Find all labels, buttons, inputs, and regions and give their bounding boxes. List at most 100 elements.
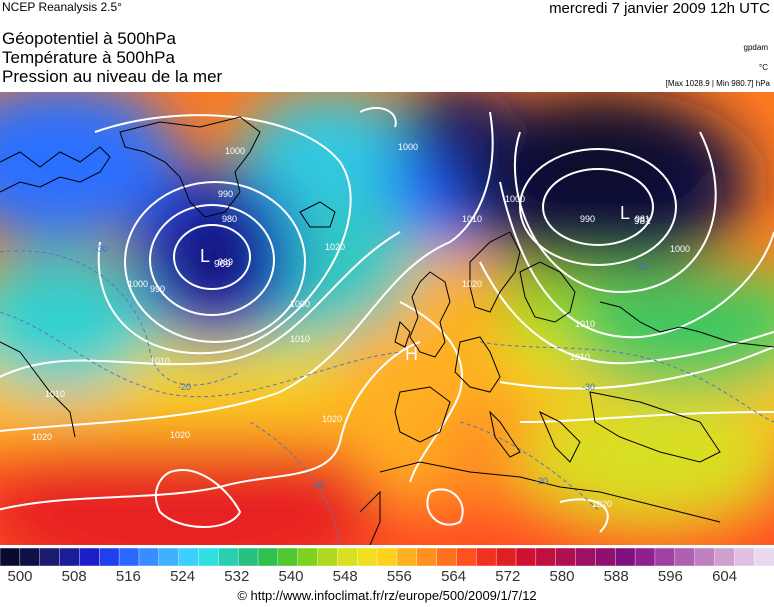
isobar-label: 990 (150, 284, 165, 294)
colorbar-cell (595, 548, 616, 566)
colorbar-cell (118, 548, 140, 566)
isotherms (0, 250, 774, 545)
isobar-label: 1020 (592, 499, 612, 509)
colorbar-cell (337, 548, 358, 566)
colorbar-cell (694, 548, 716, 566)
colorbar-cell (515, 548, 537, 566)
isobar-label: 1010 (45, 389, 65, 399)
colorbar-tick-label: 556 (386, 568, 412, 585)
colorbar-tick-label: 524 (170, 568, 196, 585)
isobar-label: 1010 (150, 356, 170, 366)
colorbar-cell (396, 548, 418, 566)
isobar-label: 1010 (575, 319, 595, 329)
isobar-label: 1020 (170, 430, 190, 440)
colorbar-tick-label: 532 (224, 568, 250, 585)
isobar-label: 1020 (462, 279, 482, 289)
colorbar-cell (138, 548, 160, 566)
colorbar-cell (495, 548, 517, 566)
colorbar-cell (634, 548, 656, 566)
colorbar-cell (575, 548, 597, 566)
map-title: Géopotentiel à 500hPa Température à 500h… (2, 30, 222, 87)
isobar-label: 1010 (462, 214, 482, 224)
isobar-label: 980 (222, 214, 237, 224)
low-value: 969 (214, 259, 231, 270)
isobar-label: 1010 (290, 334, 310, 344)
colorbar-cell (218, 548, 239, 566)
credit-url: © http://www.infoclimat.fr/rz/europe/500… (237, 588, 537, 603)
colorbar-cell (654, 548, 676, 566)
colorbar-tick-label: 580 (549, 568, 575, 585)
geopotential-field (0, 92, 774, 545)
source-label: NCEP Reanalysis 2.5° (2, 0, 122, 14)
isotherm-label: -20 (312, 480, 325, 490)
colorbar-cell (158, 548, 180, 566)
isobar-label: 1000 (505, 194, 525, 204)
colorbar-cell (753, 548, 774, 566)
title-line-geopotential: Géopotentiel à 500hPa (2, 29, 176, 48)
colorbar-tick-label: 604 (712, 568, 738, 585)
isobar-labels: 1000 990 980 969 1000 990 1000 1010 1020… (32, 142, 690, 509)
unit-temperature: °C (759, 63, 768, 72)
colorbar (0, 548, 774, 566)
isotherm-label: -20 (535, 476, 548, 486)
weather-map: 1000 990 980 969 1000 990 1000 1010 1020… (0, 92, 774, 545)
colorbar-cell (277, 548, 299, 566)
low-symbol: L (620, 203, 630, 223)
colorbar-cell (674, 548, 696, 566)
title-line-pressure: Pression au niveau de la mer (2, 67, 223, 86)
colorbar-cell (376, 548, 398, 566)
high-symbol: H (405, 344, 418, 364)
isobar-label: 1000 (290, 299, 310, 309)
low-symbol: L (200, 246, 210, 266)
colorbar-cell (178, 548, 200, 566)
colorbar-tick-label: 564 (441, 568, 467, 585)
colorbar-tick-label: 588 (603, 568, 629, 585)
colorbar-tick-label: 540 (278, 568, 304, 585)
colorbar-cell (59, 548, 81, 566)
colorbar-ticks: 500 508 516 524 532 540 548 556 564 572 580 588 596 6… (0, 568, 774, 586)
pressure-centers: L 969 L 981 H (200, 203, 651, 364)
colorbar-cell (555, 548, 577, 566)
colorbar-cell (198, 548, 220, 566)
isobar-label: 1000 (398, 142, 418, 152)
isobar-label: 1020 (322, 414, 342, 424)
colorbar-cell (237, 548, 259, 566)
isobar-label: 1010 (570, 352, 590, 362)
isotherm-labels: -30 -20 -30 -20 -30 -20 (95, 244, 648, 490)
isobar-label: 1000 (128, 279, 148, 289)
isobar-label: 981 (635, 214, 650, 224)
unit-geopotential: gpdam (743, 43, 768, 52)
colorbar-tick-label: 572 (495, 568, 521, 585)
colorbar-tick-label: 500 (7, 568, 33, 585)
colorbar-tick-label: 508 (61, 568, 87, 585)
colorbar-cell (734, 548, 755, 566)
colorbar-cell (79, 548, 100, 566)
colorbar-cell (39, 548, 61, 566)
colorbar-cell (456, 548, 478, 566)
coastlines (0, 116, 774, 545)
colorbar-cell (416, 548, 438, 566)
colorbar-cell (19, 548, 41, 566)
isotherm-label: -20 (178, 382, 191, 392)
isobar-label: 990 (218, 189, 233, 199)
isotherm-label: -30 (635, 262, 648, 272)
isotherm-label: -30 (582, 382, 595, 392)
colorbar-tick-label: 516 (115, 568, 141, 585)
isobar-label: 1020 (325, 242, 345, 252)
colorbar-cell (476, 548, 497, 566)
isobar-label: 1000 (225, 146, 245, 156)
isobars (0, 107, 774, 533)
colorbar-cell (297, 548, 319, 566)
colorbar-cell (615, 548, 636, 566)
isotherm-label: -30 (95, 244, 108, 254)
isobar-label: 990 (580, 214, 595, 224)
colorbar-cell (357, 548, 378, 566)
colorbar-cell (0, 548, 21, 566)
colorbar-tick-label: 596 (657, 568, 683, 585)
low-value: 981 (634, 216, 651, 227)
pressure-range: [Max 1028.9 | Min 980.7] hPa (665, 79, 770, 88)
colorbar-tick-label: 548 (332, 568, 358, 585)
colorbar-cell (99, 548, 120, 566)
isobar-label: 1020 (32, 432, 52, 442)
title-line-temperature: Température à 500hPa (2, 48, 175, 67)
